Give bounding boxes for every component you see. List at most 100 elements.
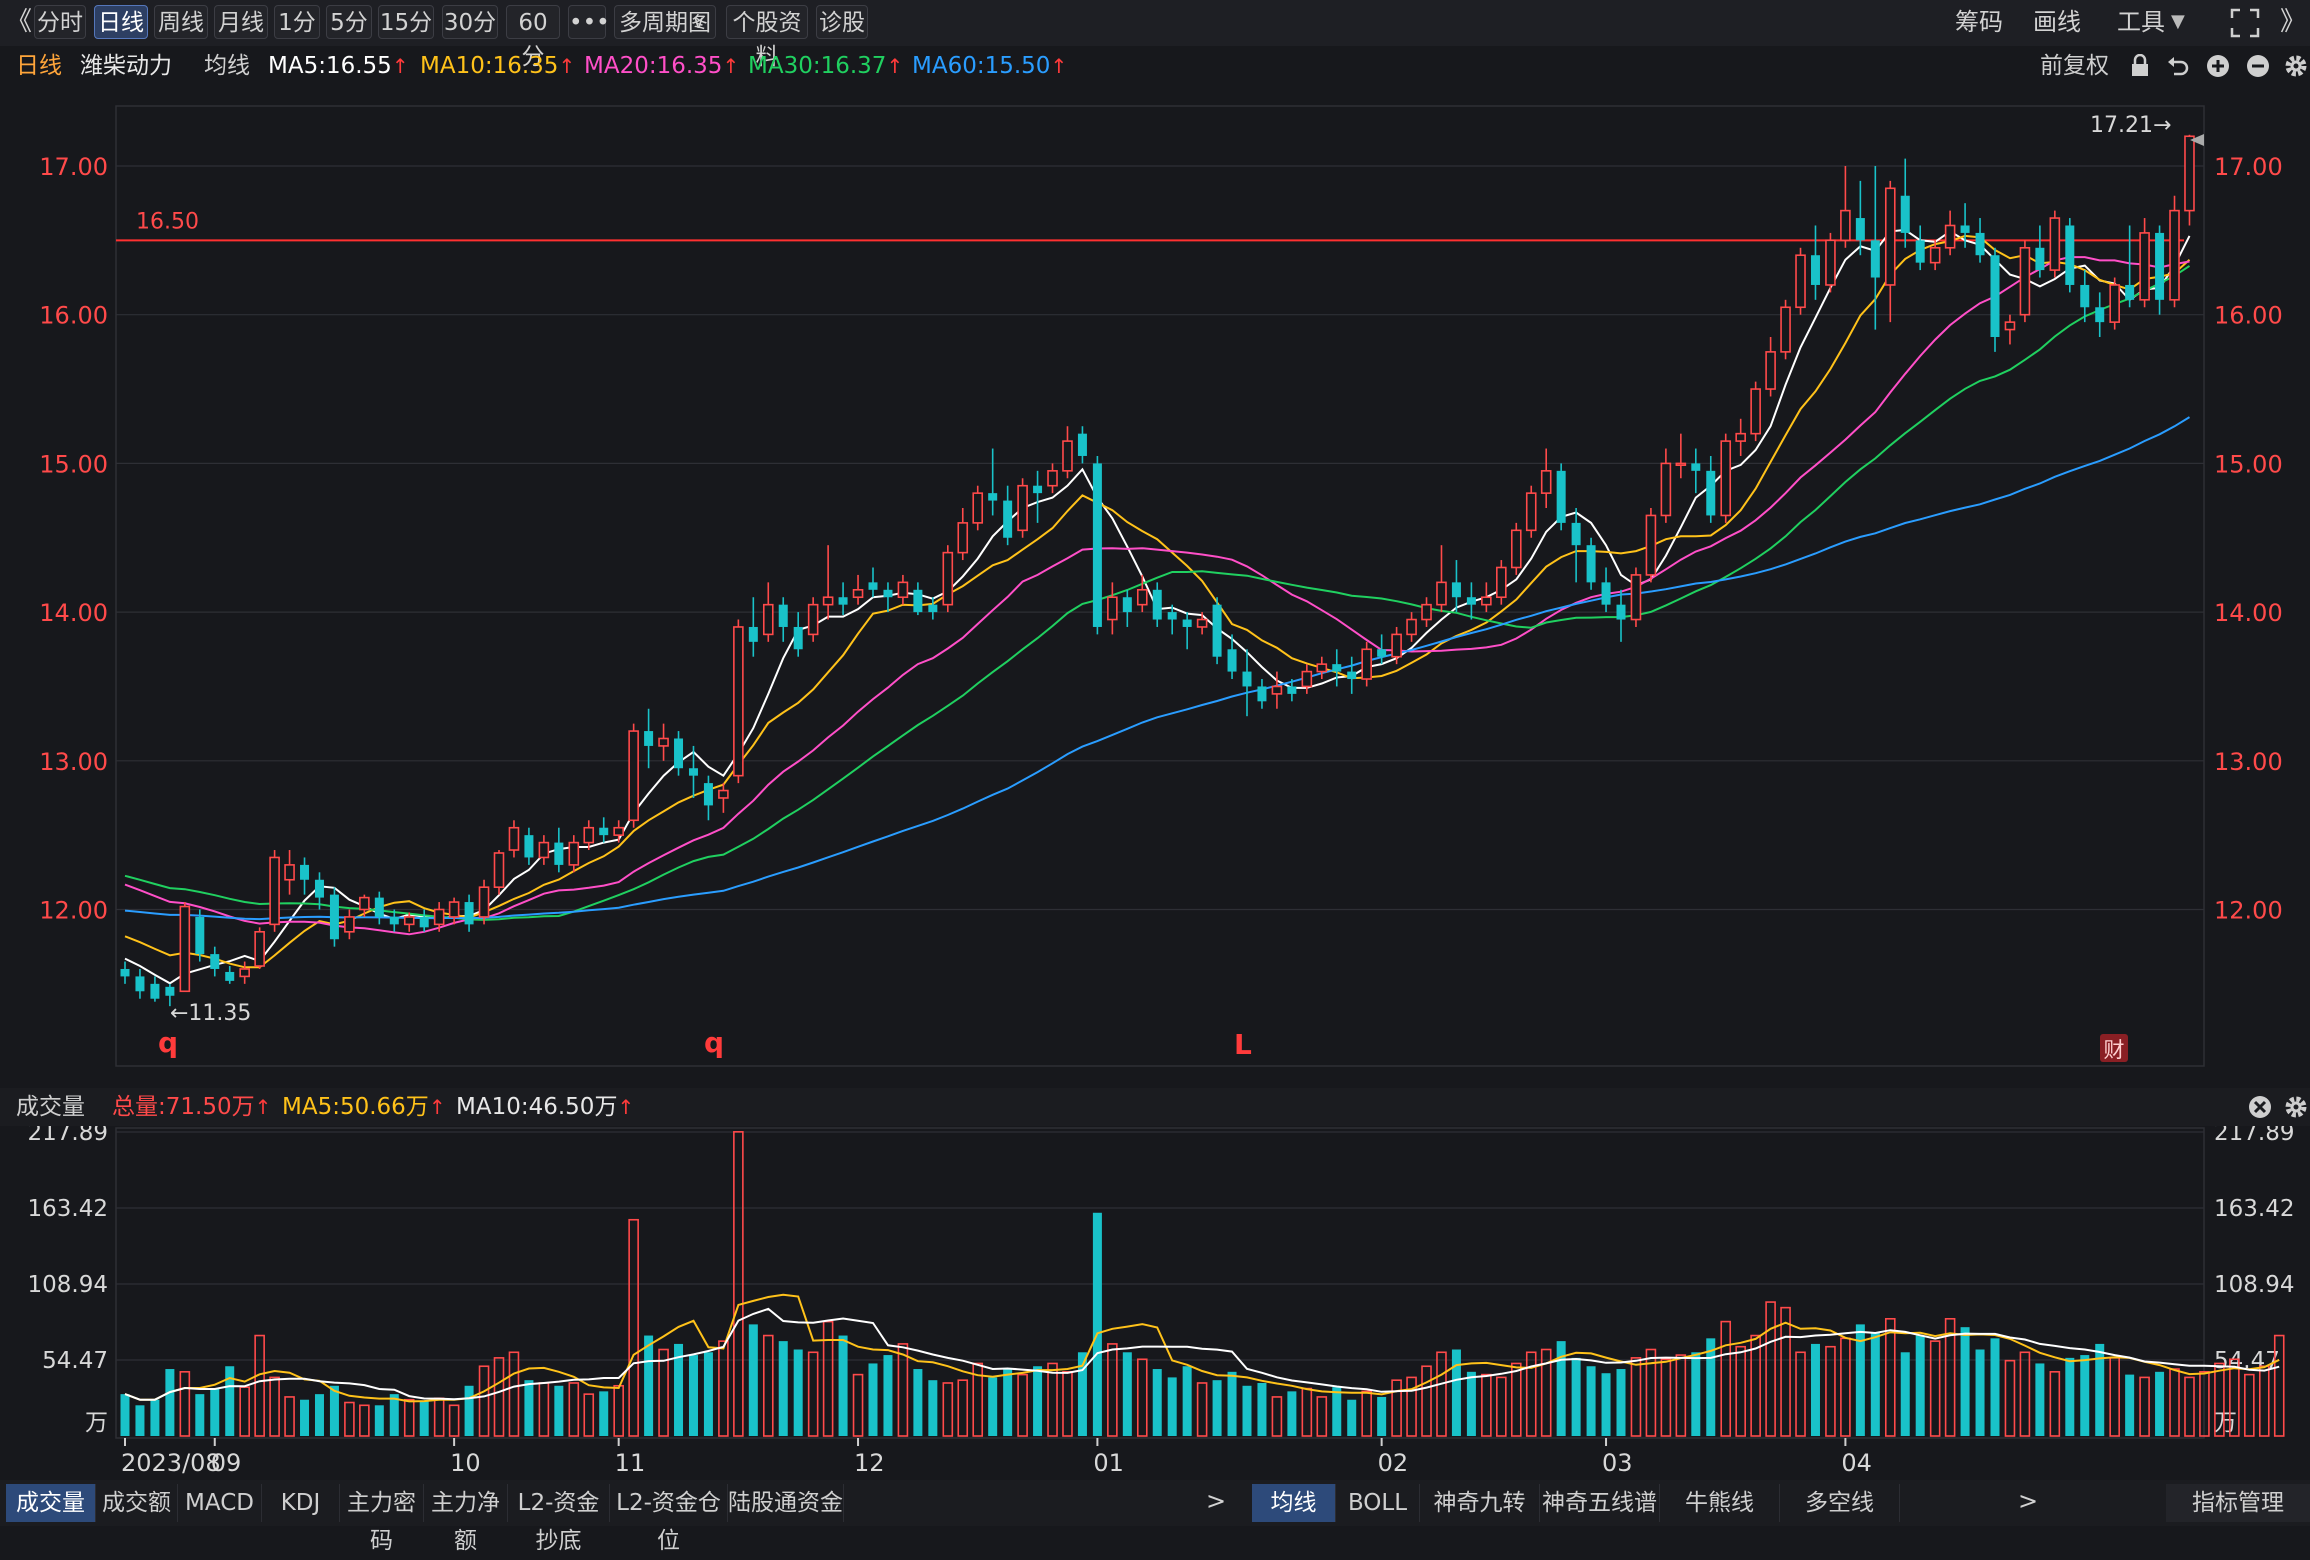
candle[interactable] xyxy=(957,508,969,561)
candle[interactable] xyxy=(988,448,998,516)
candle[interactable] xyxy=(2049,210,2061,278)
volume-bar[interactable] xyxy=(2004,1359,2016,1437)
candle[interactable] xyxy=(1377,634,1387,665)
candle[interactable] xyxy=(1496,560,1507,605)
volume-bar[interactable] xyxy=(554,1385,564,1436)
candle[interactable] xyxy=(344,909,355,940)
volume-bar[interactable] xyxy=(628,1218,639,1437)
candle[interactable] xyxy=(1136,574,1148,613)
volume-bar[interactable] xyxy=(1196,1382,1208,1437)
candle[interactable] xyxy=(120,961,130,984)
candle[interactable] xyxy=(942,545,954,613)
expand-button[interactable]: 》 xyxy=(2280,7,2307,37)
volume-bar[interactable] xyxy=(1152,1369,1162,1436)
volume-bar[interactable] xyxy=(1406,1376,1417,1437)
candle[interactable] xyxy=(1750,381,1761,442)
volume-bar[interactable] xyxy=(1720,1320,1732,1437)
volume-bar[interactable] xyxy=(1092,1212,1102,1436)
volume-bar[interactable] xyxy=(718,1340,729,1437)
volume-bar[interactable] xyxy=(150,1399,160,1436)
overlay-tab-3[interactable]: 神奇五线谱 xyxy=(1540,1484,1660,1522)
candle[interactable] xyxy=(1915,225,1925,271)
period-tab-7[interactable]: 30分 xyxy=(442,5,498,39)
finance-marker[interactable]: 财 xyxy=(2104,1038,2125,1062)
volume-bar[interactable] xyxy=(464,1385,474,1436)
volume-bar[interactable] xyxy=(838,1335,848,1436)
volume-bar[interactable] xyxy=(1510,1362,1522,1437)
volume-bar[interactable] xyxy=(807,1351,819,1437)
candle[interactable] xyxy=(1287,679,1297,702)
candle[interactable] xyxy=(1780,299,1791,360)
volume-bar[interactable] xyxy=(165,1369,175,1436)
candle[interactable] xyxy=(1900,158,1910,248)
candle[interactable] xyxy=(1540,448,1552,509)
candle[interactable] xyxy=(478,879,490,925)
volume-bar[interactable] xyxy=(2169,1368,2180,1437)
volume-bar[interactable] xyxy=(1017,1373,1028,1437)
volume-bar[interactable] xyxy=(433,1397,445,1437)
volume-bar[interactable] xyxy=(1287,1391,1297,1436)
candle[interactable] xyxy=(300,857,310,895)
volume-bar[interactable] xyxy=(239,1386,250,1437)
candle[interactable] xyxy=(2065,218,2075,293)
indicator-tab-2[interactable]: MACD xyxy=(178,1484,262,1522)
volume-bar[interactable] xyxy=(1421,1365,1432,1437)
settings-gear-icon[interactable] xyxy=(2284,54,2308,78)
volume-bar[interactable] xyxy=(1855,1324,1865,1436)
candle[interactable] xyxy=(674,731,684,776)
candle[interactable] xyxy=(538,835,550,865)
volume-bar[interactable] xyxy=(1601,1373,1611,1436)
candle[interactable] xyxy=(852,574,864,605)
candle[interactable] xyxy=(1525,485,1537,538)
volume-bar[interactable] xyxy=(1436,1351,1447,1437)
indicator-tab-6[interactable]: L2-资金抄底 xyxy=(508,1484,610,1554)
volume-bar[interactable] xyxy=(1960,1327,1970,1436)
candle[interactable] xyxy=(748,597,758,657)
volume-bar[interactable] xyxy=(1840,1337,1851,1437)
volume-bar[interactable] xyxy=(1182,1366,1192,1436)
volume-bar[interactable] xyxy=(2199,1371,2210,1437)
candle[interactable] xyxy=(359,894,370,917)
candle[interactable] xyxy=(658,723,669,761)
undo-icon[interactable] xyxy=(2166,54,2190,78)
volume-bar[interactable] xyxy=(508,1351,520,1437)
candle[interactable] xyxy=(1212,597,1222,665)
volume-bar[interactable] xyxy=(942,1382,954,1437)
candle[interactable] xyxy=(1391,626,1402,665)
candle[interactable] xyxy=(568,835,580,873)
candle[interactable] xyxy=(554,827,564,873)
candle[interactable] xyxy=(793,612,803,657)
candle[interactable] xyxy=(1990,247,2000,352)
volume-bar[interactable] xyxy=(1451,1349,1461,1436)
volume-bar[interactable] xyxy=(2080,1355,2090,1436)
volume-bar[interactable] xyxy=(1301,1387,1313,1437)
period-tab-0[interactable]: 分时 xyxy=(34,5,86,39)
candle[interactable] xyxy=(628,723,639,828)
volume-bar[interactable] xyxy=(314,1394,324,1436)
period-tab-6[interactable]: 15分 xyxy=(378,5,434,39)
volume-bar[interactable] xyxy=(748,1324,758,1436)
candle[interactable] xyxy=(2004,314,2016,345)
period-tab-3[interactable]: 月线 xyxy=(214,5,268,39)
volume-bar[interactable] xyxy=(2184,1376,2195,1437)
candle[interactable] xyxy=(1601,567,1611,613)
period-tab-10[interactable]: 多周期图 xyxy=(614,5,716,39)
volume-bar[interactable] xyxy=(1257,1382,1267,1436)
candle[interactable] xyxy=(448,897,460,925)
candle[interactable] xyxy=(883,582,893,613)
indicator-tab-4[interactable]: 主力密码 xyxy=(340,1484,424,1554)
candle[interactable] xyxy=(1556,463,1566,531)
candle[interactable] xyxy=(433,902,445,932)
candle[interactable] xyxy=(1855,180,1865,256)
fullscreen-icon[interactable] xyxy=(2230,8,2260,38)
candle[interactable] xyxy=(762,582,774,642)
candle[interactable] xyxy=(1481,582,1492,613)
back-button[interactable]: 《 xyxy=(6,7,33,37)
volume-bar[interactable] xyxy=(1765,1301,1776,1437)
volume-bar[interactable] xyxy=(254,1334,265,1437)
volume-bar[interactable] xyxy=(1316,1396,1328,1437)
candle[interactable] xyxy=(389,909,399,932)
period-tab-2[interactable]: 周线 xyxy=(154,5,208,39)
candle[interactable] xyxy=(1347,656,1357,694)
volume-bar[interactable] xyxy=(762,1334,774,1437)
